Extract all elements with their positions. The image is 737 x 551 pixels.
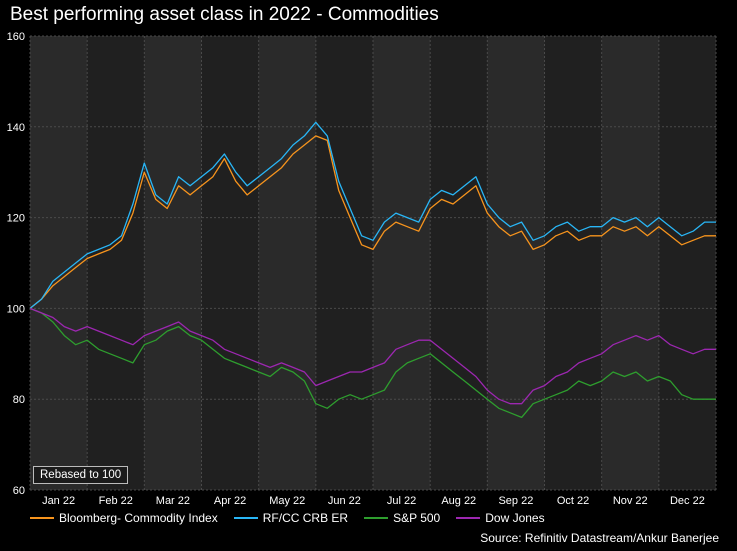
x-tick-labels: Jan 22 Feb 22 Mar 22 Apr 22 May 22 Jun 22 Jul … [42,495,705,507]
legend-item-dow: Dow Jones [456,511,545,525]
y-tick-labels: 60 80 100 120 140 160 [7,31,25,497]
x-tick-label: May 22 [269,495,305,507]
rebased-note: Rebased to 100 [33,466,129,484]
x-tick-label: Sep 22 [498,495,533,507]
x-tick-label: Oct 22 [557,495,589,507]
x-tick-label: Dec 22 [670,495,705,507]
x-tick-label: Aug 22 [441,495,476,507]
x-tick-label: Nov 22 [613,495,648,507]
series-group [29,121,716,419]
chart-title: Best performing asset class in 2022 - Co… [10,4,439,25]
y-tick-label: 80 [13,394,25,406]
legend-label-crb: RF/CC CRB ER [262,511,349,525]
legend-swatch-sp500 [364,517,389,519]
legend-swatch-bloomberg [30,517,54,519]
legend-item-crb: RF/CC CRB ER [233,511,349,525]
x-tick-label: Apr 22 [214,495,246,507]
legend-swatch-crb [233,517,258,519]
series-line-3 [29,307,716,405]
month-bands [87,36,716,490]
x-tick-label: Jun 22 [328,495,361,507]
month-band [430,36,488,490]
month-band [201,36,259,490]
x-tick-label: Feb 22 [99,495,133,507]
month-band [315,36,373,490]
legend-swatch-dow [456,517,481,519]
y-tick-label: 100 [7,303,25,315]
source-note: Source: Refinitiv Datastream/Ankur Baner… [480,531,719,545]
x-tick-label: Jan 22 [42,495,75,507]
x-tick-label: Mar 22 [156,495,190,507]
legend-label-dow: Dow Jones [485,511,545,525]
legend-label-bloomberg: Bloomberg- Commodity Index [59,511,218,525]
series-line-2 [29,307,716,419]
y-tick-label: 160 [7,31,25,43]
y-tick-label: 120 [7,213,25,225]
legend-label-sp500: S&P 500 [393,511,441,525]
month-band [87,36,145,490]
legend-item-sp500: S&P 500 [364,511,440,525]
y-tick-label: 140 [7,122,25,134]
series-line-0 [29,135,716,309]
legend: Bloomberg- Commodity Index RF/CC CRB ER … [30,511,545,525]
series-line-1 [29,121,716,309]
month-band [544,36,602,490]
x-tick-label: Jul 22 [387,495,416,507]
month-band [658,36,716,490]
legend-item-bloomberg: Bloomberg- Commodity Index [30,511,218,525]
y-tick-label: 60 [13,485,25,497]
